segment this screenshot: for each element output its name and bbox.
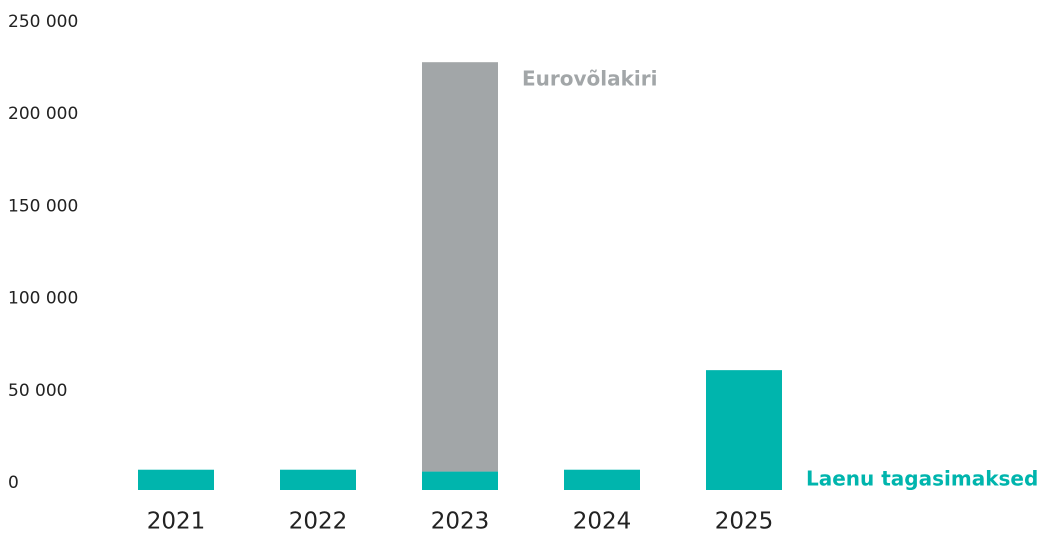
bar: [564, 469, 640, 490]
y-tick-label: 150 000: [8, 196, 78, 216]
bar: [706, 370, 782, 490]
x-tick-label: 2022: [289, 509, 348, 535]
y-tick-label: 0: [8, 473, 19, 493]
bar: [138, 469, 214, 490]
x-tick-label: 2024: [573, 509, 632, 535]
y-tick-label: 250 000: [8, 12, 78, 32]
x-tick-label: 2021: [147, 509, 206, 535]
y-tick-label: 200 000: [8, 104, 78, 124]
x-tick-label: 2025: [715, 509, 774, 535]
legend-label: Laenu tagasimaksed: [806, 467, 1038, 491]
bar: [422, 471, 498, 490]
x-tick-label: 2023: [431, 509, 490, 535]
bar: [422, 62, 498, 472]
legend-label: Eurovõlakiri: [522, 67, 658, 91]
y-tick-label: 100 000: [8, 289, 78, 309]
bar: [280, 469, 356, 490]
y-tick-label: 50 000: [8, 381, 67, 401]
